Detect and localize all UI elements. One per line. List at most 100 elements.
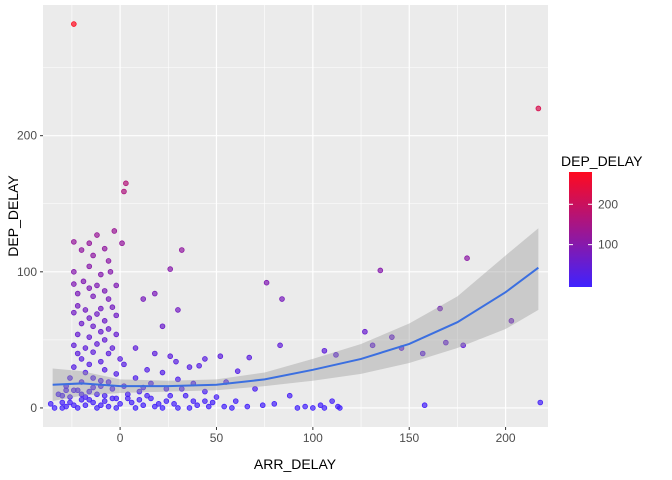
data-point [136, 396, 143, 403]
data-point [86, 361, 93, 368]
smooth-confidence-band [52, 228, 539, 402]
data-point [86, 285, 93, 291]
y-axis: 0 100 200 [17, 129, 43, 415]
data-point [105, 403, 112, 410]
data-point [74, 405, 81, 411]
data-point [105, 296, 112, 302]
x-tick-label: 0 [117, 431, 124, 445]
data-point [121, 361, 127, 368]
data-point [186, 364, 193, 370]
legend-colorbar [569, 172, 592, 287]
data-point [94, 282, 100, 289]
data-point [67, 394, 73, 400]
data-point [217, 353, 224, 360]
data-point [209, 399, 216, 406]
data-point [90, 349, 96, 355]
data-point [175, 307, 181, 313]
data-point [98, 271, 104, 278]
data-point [151, 403, 158, 410]
data-point [221, 403, 227, 410]
data-point [389, 334, 395, 340]
data-point [537, 399, 544, 406]
data-point [178, 247, 185, 253]
data-point [205, 403, 212, 410]
data-point [71, 309, 77, 316]
legend: DEP_DELAY 100 200 [561, 153, 643, 287]
data-point [310, 405, 316, 411]
data-point [443, 339, 449, 346]
data-point [329, 398, 335, 404]
data-point [74, 350, 81, 357]
data-point [90, 323, 96, 330]
data-point [196, 362, 202, 369]
data-point [94, 391, 100, 398]
data-point [128, 399, 135, 406]
data-point [317, 402, 324, 409]
legend-label: 200 [598, 197, 618, 211]
data-point [421, 402, 428, 409]
data-point [71, 402, 77, 409]
data-point [113, 405, 120, 411]
data-point [263, 279, 270, 286]
data-point [113, 331, 120, 338]
data-point [74, 331, 81, 338]
data-point [105, 258, 112, 264]
data-point [94, 232, 100, 238]
y-tick-label: 200 [17, 129, 37, 143]
data-point [151, 290, 158, 297]
data-point [59, 392, 66, 399]
data-point [74, 303, 81, 309]
data-point [377, 267, 384, 274]
data-point [113, 371, 120, 377]
data-point [101, 245, 108, 252]
data-point [362, 328, 368, 335]
data-point [86, 240, 93, 247]
data-point [98, 402, 104, 409]
data-point [369, 342, 376, 349]
data-point [252, 386, 258, 392]
x-tick-label: 200 [496, 431, 516, 445]
data-point [98, 358, 104, 365]
data-point [419, 350, 426, 357]
data-point [140, 402, 147, 409]
data-point [333, 352, 339, 358]
data-point [71, 387, 77, 394]
data-point [101, 392, 108, 399]
data-point [140, 296, 147, 302]
data-point [148, 395, 154, 402]
data-point [123, 180, 129, 187]
data-point [101, 288, 108, 294]
data-point [271, 401, 278, 407]
data-point [175, 376, 181, 383]
data-point [167, 266, 174, 272]
data-point [460, 342, 466, 349]
data-point [82, 394, 89, 400]
data-point [105, 326, 112, 332]
x-tick-label: 50 [210, 431, 224, 445]
data-point [71, 269, 77, 275]
data-point [90, 399, 96, 406]
data-point [155, 401, 162, 407]
data-point [71, 239, 77, 245]
data-point [229, 405, 235, 411]
data-point [173, 358, 179, 365]
data-point [90, 375, 96, 381]
data-point [113, 282, 120, 289]
data-point [144, 367, 150, 373]
data-point [113, 395, 120, 402]
data-point [80, 278, 87, 285]
data-point [159, 323, 166, 330]
y-tick-label: 100 [17, 265, 37, 279]
data-point [244, 403, 251, 410]
data-point [213, 394, 220, 400]
data-point [94, 311, 100, 317]
data-point [98, 305, 104, 312]
data-point [321, 405, 328, 411]
data-point [194, 402, 200, 409]
data-point [246, 354, 253, 361]
data-point [78, 320, 85, 327]
data-point [63, 387, 69, 394]
data-point [109, 304, 116, 311]
data-point [82, 369, 89, 376]
